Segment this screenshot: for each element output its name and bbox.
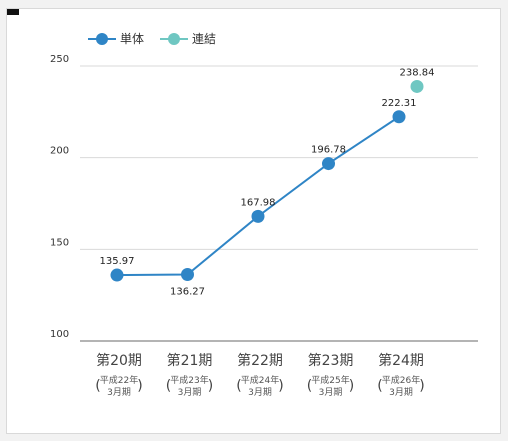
legend-label-series-2: 連結 xyxy=(192,32,217,46)
x-tick-sublabel2-0: 3月期 xyxy=(107,387,131,398)
data-label-s0-3: 196.78 xyxy=(311,145,346,156)
x-tick-label-2: 第22期 xyxy=(237,352,283,369)
x-tick-sublabel2-2: 3月期 xyxy=(248,387,272,398)
x-tick-paren-close-3: ) xyxy=(349,378,354,394)
legend-item-series-1: 単体 xyxy=(88,30,144,47)
x-tick-paren-open-1: ( xyxy=(166,378,171,394)
point-s0-4 xyxy=(392,110,406,124)
data-label-s1-4: 238.84 xyxy=(400,67,435,78)
x-tick-paren-close-4: ) xyxy=(419,378,424,394)
point-s1-4 xyxy=(410,79,424,93)
legend-swatch-dot-series-2 xyxy=(168,32,181,45)
x-tick-label-1: 第21期 xyxy=(167,352,213,369)
point-s0-3 xyxy=(322,157,335,171)
y-tick-label-200: 200 xyxy=(50,146,69,157)
x-tick-sublabel2-1: 3月期 xyxy=(178,387,202,398)
point-s0-2 xyxy=(251,209,265,223)
y-tick-label-250: 250 xyxy=(50,54,69,65)
x-tick-sublabel-3: 平成25年 xyxy=(311,374,349,386)
x-tick-sublabel-0: 平成22年 xyxy=(100,374,138,386)
x-tick-sublabel-4: 平成26年 xyxy=(382,374,420,386)
x-tick-label-4: 第24期 xyxy=(378,352,424,369)
x-tick-paren-open-3: ( xyxy=(307,378,312,394)
legend-swatch-dot-series-1 xyxy=(96,32,108,45)
series-line-0 xyxy=(116,115,400,277)
x-tick-paren-close-0: ) xyxy=(137,378,142,394)
legend-swatch-series-1 xyxy=(88,32,116,45)
x-tick-label-0: 第20期 xyxy=(96,352,142,369)
x-tick-label-3: 第23期 xyxy=(308,352,354,369)
data-label-s0-2: 167.98 xyxy=(241,197,276,208)
y-tick-label-100: 100 xyxy=(50,329,69,340)
data-label-s0-0: 135.97 xyxy=(100,256,135,267)
x-tick-sublabel-2: 平成24年 xyxy=(241,374,279,386)
point-s0-1 xyxy=(181,268,194,282)
x-tick-sublabel2-4: 3月期 xyxy=(389,387,413,398)
x-tick-paren-open-0: ( xyxy=(95,378,100,394)
x-tick-paren-close-2: ) xyxy=(278,378,283,394)
y-tick-label-150: 150 xyxy=(50,237,69,248)
data-label-s0-4: 222.31 xyxy=(382,98,417,109)
legend-swatch-series-2 xyxy=(160,32,189,45)
data-label-s0-1: 136.27 xyxy=(170,287,205,298)
x-tick-paren-open-4: ( xyxy=(377,378,382,394)
legend-label-series-1: 単体 xyxy=(120,32,145,46)
x-tick-paren-open-2: ( xyxy=(236,378,241,394)
x-tick-paren-close-1: ) xyxy=(208,378,213,394)
chart-legend: 単体 連結 xyxy=(88,30,216,47)
point-s0-0 xyxy=(110,268,124,282)
legend-item-series-2: 連結 xyxy=(160,30,216,47)
x-tick-sublabel2-3: 3月期 xyxy=(319,387,343,398)
x-tick-sublabel-1: 平成23年 xyxy=(170,374,208,386)
corner-mark xyxy=(7,9,19,15)
